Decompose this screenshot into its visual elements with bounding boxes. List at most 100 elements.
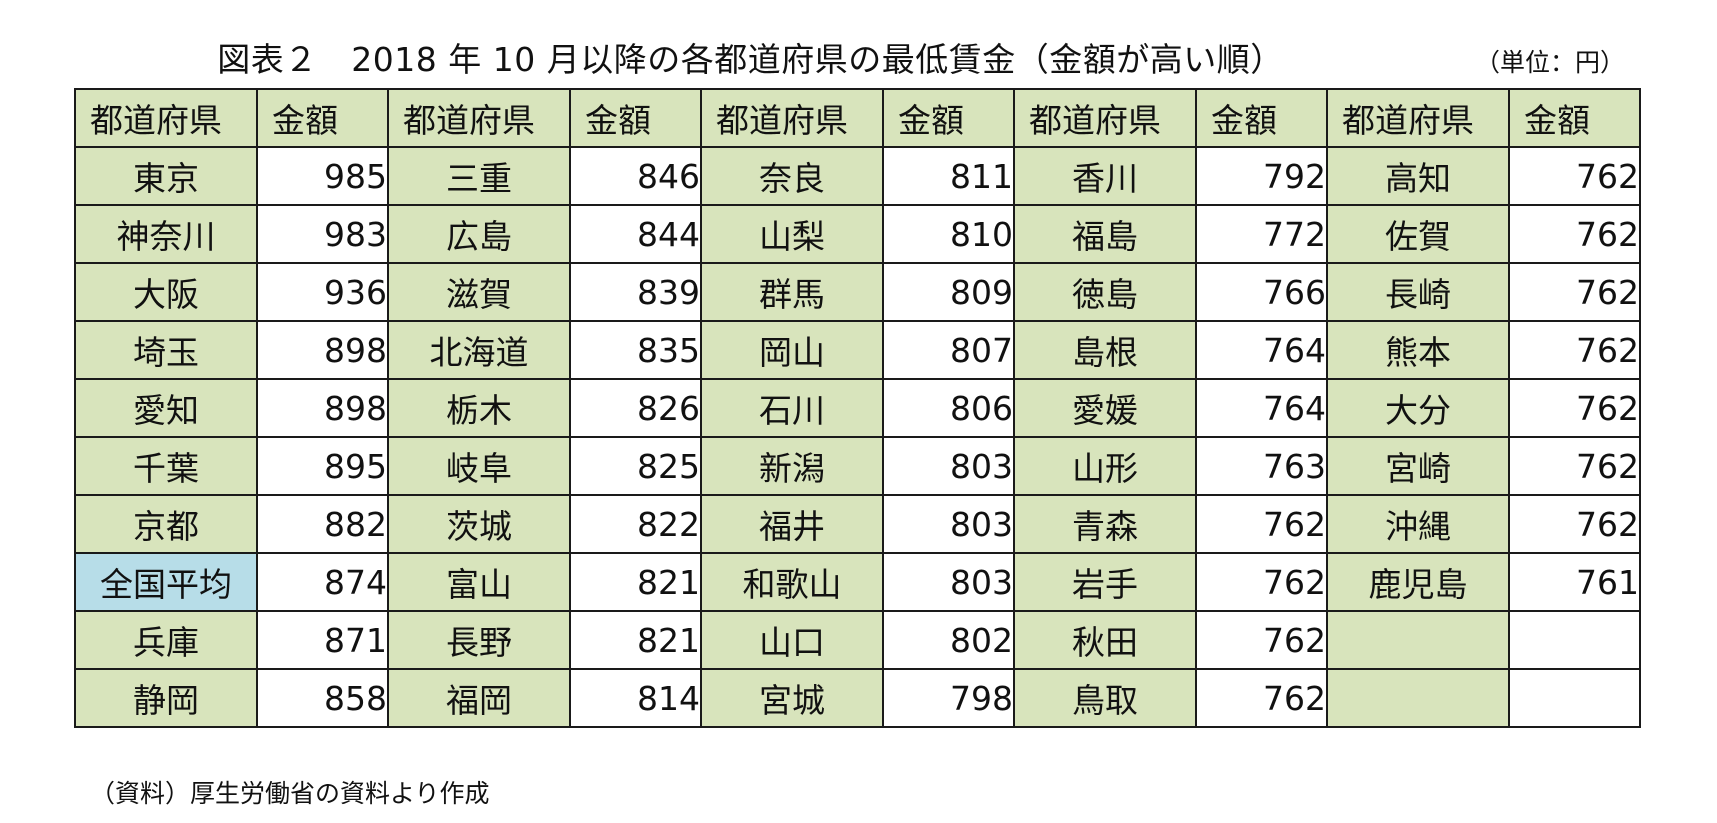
prefecture-cell: 静岡 [74,668,258,728]
prefecture-cell: 兵庫 [74,610,258,670]
prefecture-cell: 沖縄 [1326,494,1510,554]
prefecture-cell: 茨城 [387,494,571,554]
amount-cell: 772 [1195,204,1328,264]
amount-cell: 764 [1195,320,1328,380]
prefecture-cell: 北海道 [387,320,571,380]
prefecture-cell: 三重 [387,146,571,206]
empty-cell [1508,668,1641,728]
amount-cell: 762 [1508,204,1641,264]
table-row: 大阪 936 滋賀 839 群馬 809 徳島 766 長崎 762 [74,262,1641,322]
amount-cell: 814 [569,668,702,728]
amount-cell: 983 [256,204,389,264]
header-prefecture: 都道府県 [700,88,884,148]
table-row: 神奈川 983 広島 844 山梨 810 福島 772 佐賀 762 [74,204,1641,264]
amount-cell: 763 [1195,436,1328,496]
unit-label: （単位：円） [1474,48,1625,77]
table-row: 埼玉 898 北海道 835 岡山 807 島根 764 熊本 762 [74,320,1641,380]
amount-cell: 792 [1195,146,1328,206]
table-body: 東京 985 三重 846 奈良 811 香川 792 高知 762 神奈川 983 広島 844 山梨 81… [74,146,1641,728]
table-row: 京都 882 茨城 822 福井 803 青森 762 沖縄 762 [74,494,1641,554]
prefecture-cell: 佐賀 [1326,204,1510,264]
prefecture-cell: 群馬 [700,262,884,322]
prefecture-cell: 奈良 [700,146,884,206]
source-note: （資料）厚生労働省の資料より作成 [90,779,490,808]
amount-cell: 803 [882,494,1015,554]
prefecture-cell: 石川 [700,378,884,438]
amount-cell: 898 [256,378,389,438]
prefecture-cell: 長野 [387,610,571,670]
amount-cell: 835 [569,320,702,380]
table-row: 静岡 858 福岡 814 宮城 798 鳥取 762 [74,668,1641,728]
amount-cell: 874 [256,552,389,612]
amount-cell: 803 [882,552,1015,612]
prefecture-cell: 大分 [1326,378,1510,438]
prefecture-cell: 鹿児島 [1326,552,1510,612]
prefecture-cell: 富山 [387,552,571,612]
amount-cell: 762 [1195,668,1328,728]
prefecture-cell: 長崎 [1326,262,1510,322]
prefecture-cell: 神奈川 [74,204,258,264]
table-row: 兵庫 871 長野 821 山口 802 秋田 762 [74,610,1641,670]
amount-cell: 809 [882,262,1015,322]
prefecture-cell: 山口 [700,610,884,670]
amount-cell: 895 [256,436,389,496]
empty-cell [1326,668,1510,728]
amount-cell: 985 [256,146,389,206]
prefecture-cell: 青森 [1013,494,1197,554]
amount-cell: 898 [256,320,389,380]
amount-cell: 762 [1508,146,1641,206]
prefecture-cell: 愛媛 [1013,378,1197,438]
prefecture-cell: 滋賀 [387,262,571,322]
amount-cell: 766 [1195,262,1328,322]
amount-cell: 825 [569,436,702,496]
prefecture-cell: 島根 [1013,320,1197,380]
prefecture-cell: 全国平均 [74,552,258,612]
amount-cell: 798 [882,668,1015,728]
amount-cell: 762 [1508,436,1641,496]
prefecture-cell: 福井 [700,494,884,554]
table-row: 愛知 898 栃木 826 石川 806 愛媛 764 大分 762 [74,378,1641,438]
prefecture-cell: 広島 [387,204,571,264]
table-row: 全国平均 874 富山 821 和歌山 803 岩手 762 鹿児島 761 [74,552,1641,612]
amount-cell: 806 [882,378,1015,438]
amount-cell: 844 [569,204,702,264]
prefecture-cell: 埼玉 [74,320,258,380]
amount-cell: 839 [569,262,702,322]
amount-cell: 821 [569,610,702,670]
prefecture-cell: 東京 [74,146,258,206]
header-amount: 金額 [882,88,1015,148]
amount-cell: 810 [882,204,1015,264]
prefecture-cell: 山形 [1013,436,1197,496]
amount-cell: 826 [569,378,702,438]
amount-cell: 802 [882,610,1015,670]
prefecture-cell: 熊本 [1326,320,1510,380]
header-prefecture: 都道府県 [74,88,258,148]
header-amount: 金額 [1195,88,1328,148]
prefecture-cell: 愛知 [74,378,258,438]
header-prefecture: 都道府県 [1013,88,1197,148]
prefecture-cell: 山梨 [700,204,884,264]
amount-cell: 807 [882,320,1015,380]
amount-cell: 936 [256,262,389,322]
header-prefecture: 都道府県 [387,88,571,148]
amount-cell: 846 [569,146,702,206]
header-amount: 金額 [569,88,702,148]
amount-cell: 762 [1508,320,1641,380]
header-prefecture: 都道府県 [1326,88,1510,148]
prefecture-cell: 大阪 [74,262,258,322]
prefecture-cell: 秋田 [1013,610,1197,670]
amount-cell: 882 [256,494,389,554]
table-title: 図表２ 2018 年 10 月以降の各都道府県の最低賃金（金額が高い順） [217,40,1284,79]
prefecture-cell: 徳島 [1013,262,1197,322]
amount-cell: 762 [1508,494,1641,554]
amount-cell: 811 [882,146,1015,206]
empty-cell [1326,610,1510,670]
prefecture-cell: 福島 [1013,204,1197,264]
prefecture-cell: 栃木 [387,378,571,438]
amount-cell: 764 [1195,378,1328,438]
header-row: 都道府県 金額 都道府県 金額 都道府県 金額 都道府県 金額 都道府県 金額 [74,88,1641,148]
prefecture-cell: 新潟 [700,436,884,496]
amount-cell: 822 [569,494,702,554]
amount-cell: 762 [1508,262,1641,322]
amount-cell: 821 [569,552,702,612]
